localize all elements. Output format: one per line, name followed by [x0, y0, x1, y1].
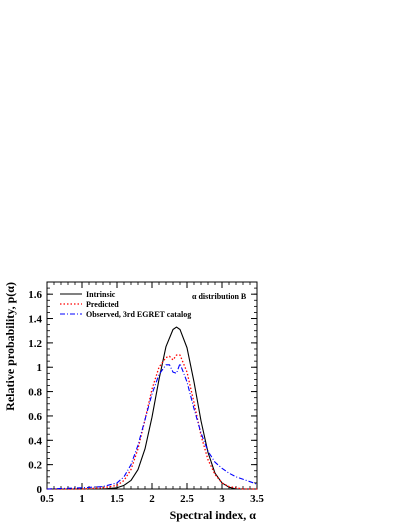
x-tick-label: 1.5: [110, 493, 124, 505]
x-tick-label: 2.5: [180, 493, 194, 505]
y-tick-label: 0.6: [28, 411, 42, 423]
x-tick-label: 3.5: [250, 493, 264, 505]
y-tick-label: 1.4: [28, 314, 42, 326]
x-axis-title: Spectral index, α: [170, 508, 257, 522]
y-tick-label: 0.2: [28, 460, 42, 472]
x-tick-label: 1: [79, 493, 85, 505]
x-tick-label: 3: [219, 493, 225, 505]
y-axis-title: Relative probability, p(α): [3, 282, 17, 411]
annotation-distribution: α distribution B: [192, 292, 247, 301]
x-tick-labels: 0.5 1 1.5 2 2.5 3 3.5: [40, 493, 264, 505]
series-line-0: [47, 326, 257, 490]
legend: Intrinsic Predicted Observed, 3rd EGRET …: [60, 290, 191, 319]
y-tick-label: 0: [37, 484, 43, 496]
series-line-1: [47, 354, 257, 490]
legend-label-intrinsic: Intrinsic: [86, 290, 116, 299]
y-tick-label: 0.4: [28, 435, 42, 447]
y-tick-label: 1.6: [28, 289, 42, 301]
y-tick-label: 1.2: [28, 338, 42, 350]
y-tick-label: 0.8: [28, 387, 42, 399]
x-tick-label: 2: [149, 493, 155, 505]
legend-label-observed: Observed, 3rd EGRET catalog: [86, 310, 191, 319]
series-line-2: [46, 363, 258, 490]
y-tick-label: 1: [37, 362, 43, 374]
x-tick-label: 0.5: [40, 493, 54, 505]
y-tick-labels: 0 0.2 0.4 0.6 0.8 1 1.2 1.4 1.6: [28, 289, 42, 496]
legend-label-predicted: Predicted: [86, 300, 119, 309]
axis-ticks: [46, 281, 258, 490]
series-lines: [46, 326, 258, 490]
